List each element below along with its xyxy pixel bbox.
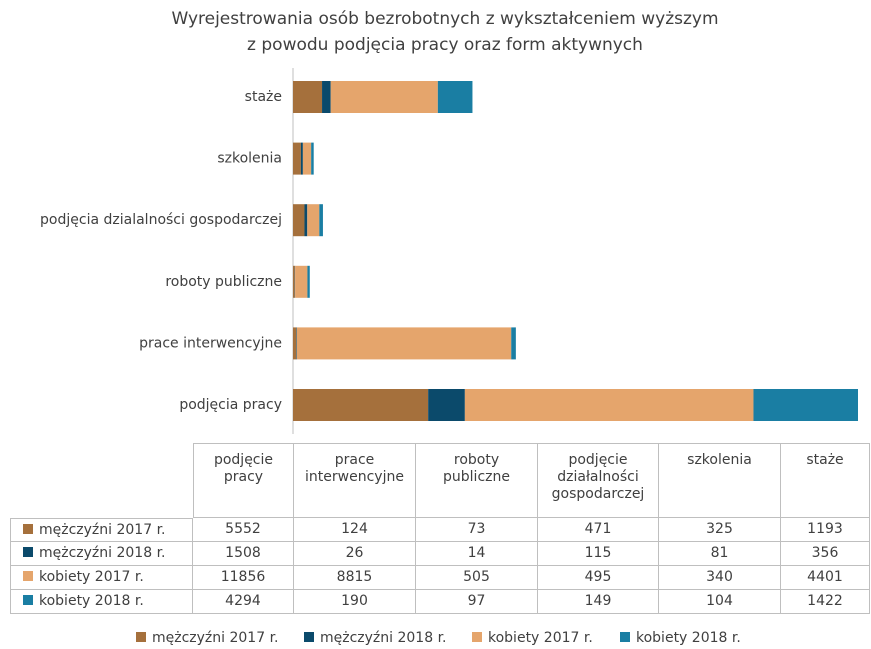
table-cell: 14 [416, 542, 538, 566]
chart-title: Wyrejestrowania osób bezrobotnych z wyks… [171, 9, 718, 29]
bar-segment [753, 389, 858, 421]
table-cell: 115 [538, 542, 659, 566]
bar-segment [302, 142, 312, 175]
legend-item: kobiety 2017 r. [472, 629, 593, 647]
legend-swatch [23, 571, 33, 581]
table-header: szkolenia [659, 443, 781, 518]
table-cell: 4401 [781, 566, 870, 590]
table-cell: 8815 [294, 566, 416, 590]
legend-swatch [304, 632, 314, 642]
table-cell: 81 [659, 542, 781, 566]
bar-segment [464, 389, 754, 421]
legend-swatch [23, 547, 33, 557]
bar-segment [428, 389, 465, 421]
bar-segment [311, 142, 314, 175]
table-cell: 1508 [193, 542, 294, 566]
y-tick-label: podjęcia dzialalności gospodarczej [40, 212, 282, 228]
bar-segment [295, 265, 308, 298]
table-cell: 471 [538, 518, 659, 542]
y-tick-label: podjęcia pracy [179, 397, 282, 413]
table-header: staże [781, 443, 870, 518]
y-tick-label: prace interwencyjne [139, 335, 282, 351]
table-row-label: kobiety 2018 r. [10, 590, 193, 614]
table-cell: 104 [659, 590, 781, 614]
legend-label: kobiety 2017 r. [488, 630, 593, 646]
table-cell: 4294 [193, 590, 294, 614]
y-tick-label: roboty publiczne [165, 274, 282, 290]
bar-segment [319, 204, 323, 237]
table-cell: 325 [659, 518, 781, 542]
bar-segment [304, 204, 308, 237]
bar-segment [511, 327, 516, 360]
legend-item: mężczyźni 2017 r. [136, 629, 279, 647]
table-row-label: kobiety 2017 r. [10, 566, 193, 590]
row-label-text: kobiety 2018 r. [39, 593, 144, 609]
legend-swatch [23, 524, 33, 534]
table-cell: 97 [416, 590, 538, 614]
bar-segment [293, 327, 297, 360]
bar-segment [330, 81, 438, 113]
bar-segment [293, 81, 323, 113]
table-cell: 1193 [781, 518, 870, 542]
table-cell: 190 [294, 590, 416, 614]
table-cell: 495 [538, 566, 659, 590]
table-cell: 73 [416, 518, 538, 542]
table-cell: 356 [781, 542, 870, 566]
row-label-text: mężczyźni 2017 r. [39, 522, 166, 538]
table-cell: 505 [416, 566, 538, 590]
bar-segment [296, 327, 512, 360]
table-cell: 340 [659, 566, 781, 590]
row-label-text: kobiety 2017 r. [39, 569, 144, 585]
table-header: podjęcie pracy [193, 443, 294, 518]
bar-segment [437, 81, 473, 113]
row-label-text: mężczyźni 2018 r. [39, 545, 166, 561]
bar-segment [293, 265, 295, 298]
legend-swatch [23, 595, 33, 605]
bar-segment [322, 81, 331, 113]
table-header: prace interwencyjne [294, 443, 416, 518]
table-cell: 5552 [193, 518, 294, 542]
table-cell: 1422 [781, 590, 870, 614]
y-tick-label: szkolenia [217, 151, 282, 167]
bar-segment [307, 204, 320, 237]
bar-segment [293, 142, 301, 175]
legend-swatch [620, 632, 630, 642]
table-row-label: mężczyźni 2017 r. [10, 518, 193, 542]
legend-swatch [136, 632, 146, 642]
legend-item: mężczyźni 2018 r. [304, 629, 447, 647]
bar-segment [307, 265, 310, 298]
table-cell: 149 [538, 590, 659, 614]
legend-swatch [472, 632, 482, 642]
table-row-label: mężczyźni 2018 r. [10, 542, 193, 566]
table-header: podjęcie działalności gospodarczej [538, 443, 659, 518]
bar-segment [293, 389, 429, 421]
legend-label: mężczyźni 2017 r. [152, 630, 279, 646]
y-tick-label: staże [245, 89, 282, 105]
legend-item: kobiety 2018 r. [620, 629, 741, 647]
legend-label: mężczyźni 2018 r. [320, 630, 447, 646]
bar-segment [300, 142, 303, 175]
chart-title: z powodu podjęcia pracy oraz form aktywn… [247, 35, 643, 55]
table-cell: 26 [294, 542, 416, 566]
legend-label: kobiety 2018 r. [636, 630, 741, 646]
table-cell: 11856 [193, 566, 294, 590]
table-cell: 124 [294, 518, 416, 542]
bar-segment [296, 327, 297, 360]
bar-segment [293, 204, 305, 237]
table-header: roboty publiczne [416, 443, 538, 518]
